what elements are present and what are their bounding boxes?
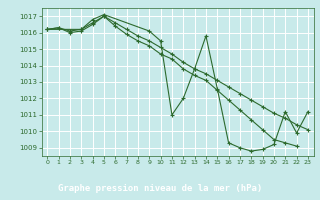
Text: Graphe pression niveau de la mer (hPa): Graphe pression niveau de la mer (hPa) xyxy=(58,184,262,193)
